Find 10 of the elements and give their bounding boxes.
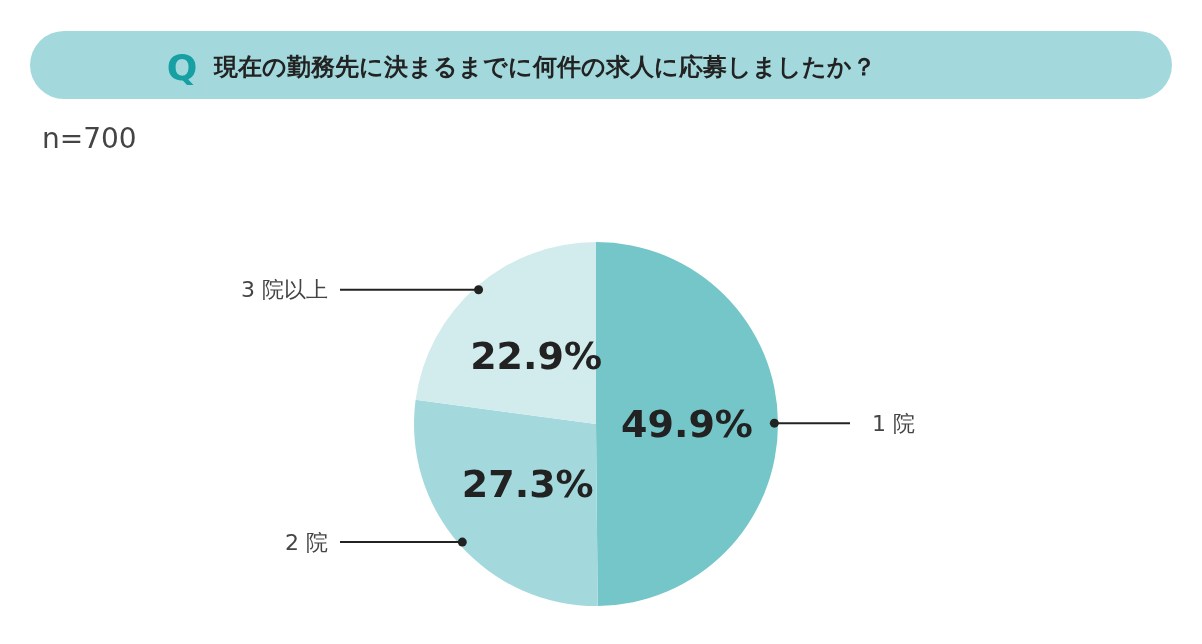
text: n=700 (42, 122, 137, 155)
data-label: 22.9% (470, 333, 603, 378)
data-label: 27.3% (461, 462, 594, 507)
pie-slice (414, 399, 598, 606)
data-label: 49.9% (621, 401, 753, 446)
slice-label: 1 院 (872, 410, 915, 436)
text: Q (166, 47, 198, 88)
chart-title: 現在の勤務先に決まるまでに何件の求人に応募しましたか？ (213, 53, 876, 81)
slice-label: 3 院以上 (241, 277, 328, 303)
slice-label: 2 院 (285, 529, 328, 555)
